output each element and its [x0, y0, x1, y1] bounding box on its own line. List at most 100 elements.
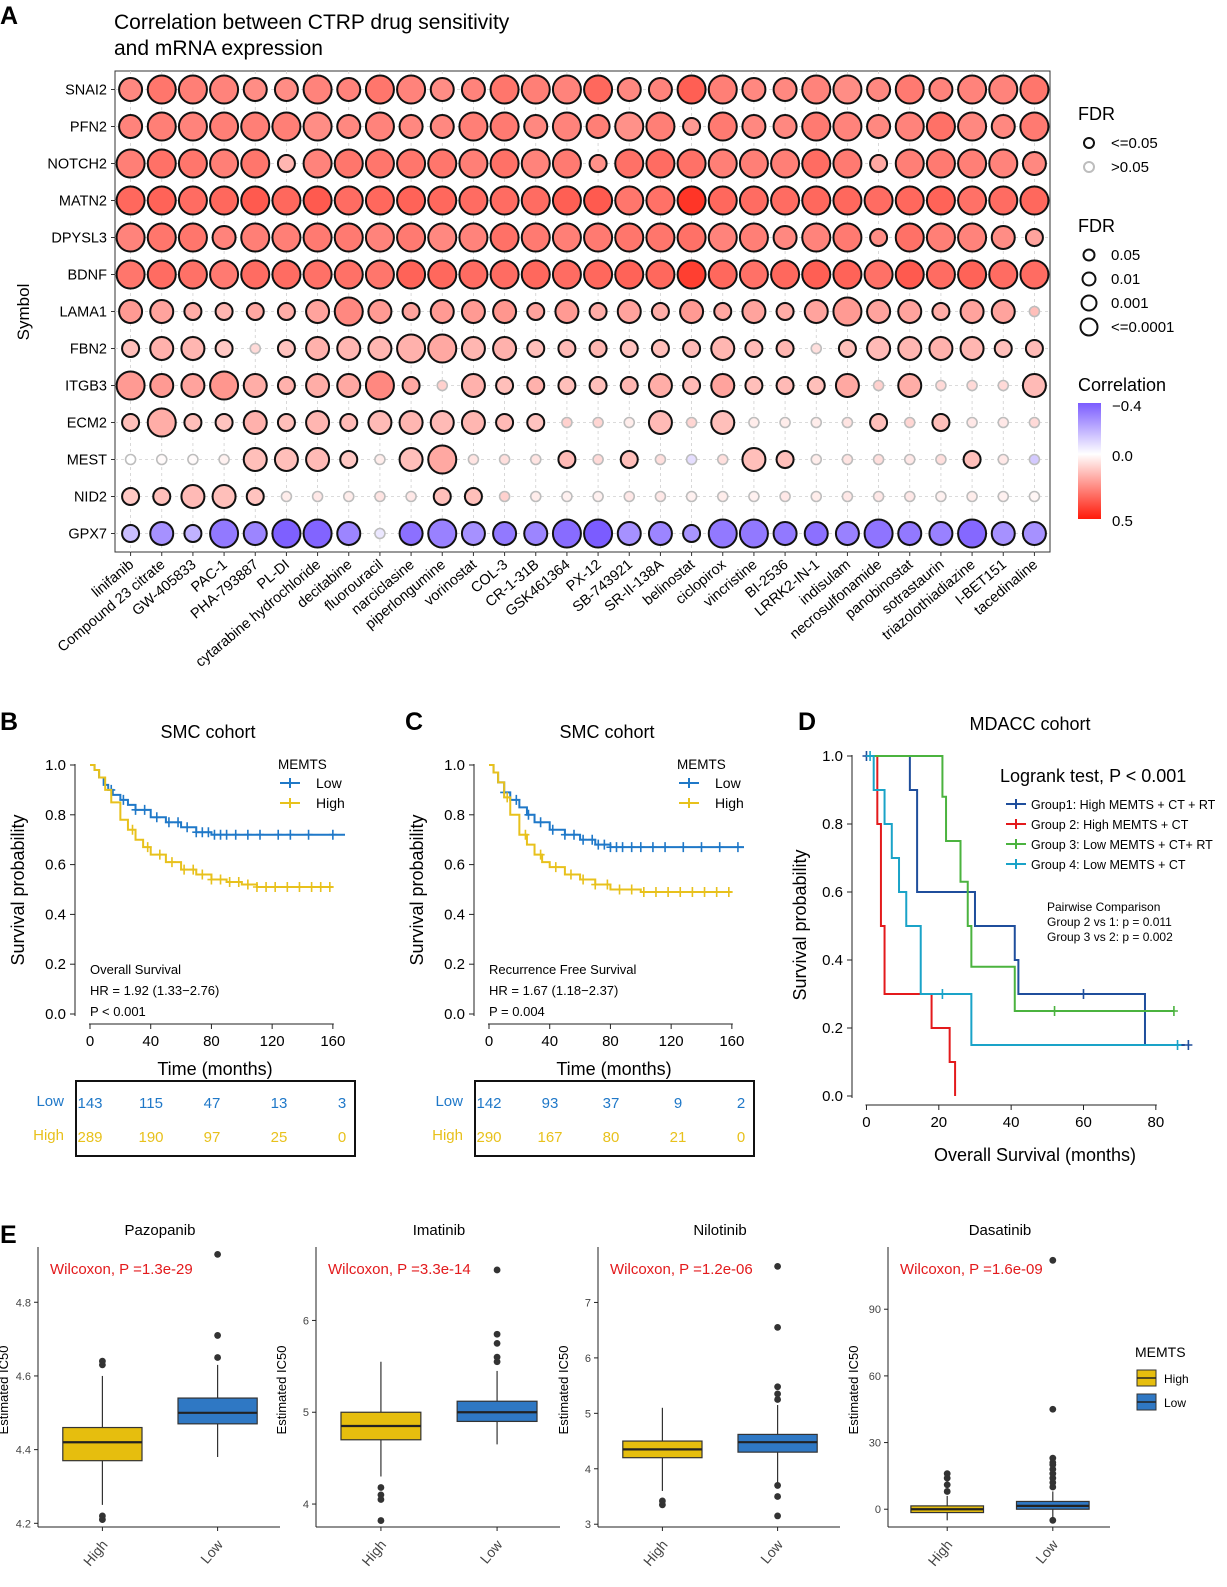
bubble-point [894, 74, 925, 105]
bubble-point [429, 77, 455, 102]
bubble-point [489, 259, 520, 290]
bubble-point [336, 336, 362, 361]
bubble-point [463, 487, 483, 506]
bubble-point [526, 302, 546, 321]
risk-cell-high: 0 [338, 1129, 346, 1146]
bubble-point [832, 111, 863, 142]
bubble-point [744, 376, 764, 395]
km-x-tick-label: 60 [1075, 1114, 1092, 1131]
bubble-point [271, 518, 302, 549]
bubble-point [710, 410, 736, 435]
km-censor-mark [715, 842, 724, 853]
legend-correlation-tick: 0.5 [1112, 513, 1133, 530]
bubble-point [710, 373, 736, 398]
km-x-tick-label: 80 [602, 1033, 619, 1050]
bubble-point [863, 185, 894, 216]
bubble-point [551, 74, 582, 105]
bubble-point [682, 339, 702, 358]
bubble-point [336, 373, 362, 398]
bubble-point [741, 299, 767, 324]
km-legend-swatch [1006, 799, 1026, 809]
bubble-point [619, 339, 639, 358]
bubble-point [832, 74, 863, 105]
bubble-point [118, 114, 144, 139]
bubble-point [146, 148, 177, 179]
gene-label: PFN2 [70, 120, 107, 136]
bubble-point [333, 148, 364, 179]
bubble-point [214, 302, 234, 321]
bubble-point [427, 222, 458, 253]
bubble-point [458, 222, 489, 253]
gene-label: NID2 [74, 490, 107, 506]
km-censor-mark [588, 834, 597, 845]
risk-cell-low: 13 [271, 1095, 288, 1112]
km-test-label: Logrank test, P < 0.001 [1000, 766, 1186, 786]
bubble-point [245, 487, 265, 506]
bubble-point [957, 111, 988, 142]
bubble-point [427, 333, 458, 364]
bubble-point [614, 185, 645, 216]
bubble-point [115, 185, 146, 216]
bubble-point [1019, 74, 1050, 105]
bubble-point [716, 453, 729, 466]
bubble-point [121, 487, 141, 506]
bubble-point [685, 490, 698, 503]
km-x-tick-label: 40 [541, 1033, 558, 1050]
km-censor-mark [938, 989, 947, 999]
legend-correlation-tick: 0.0 [1112, 448, 1133, 465]
bubble-point [551, 111, 582, 142]
km-censor-mark [579, 874, 588, 885]
bubble-point [741, 447, 767, 472]
bubble-point [779, 416, 791, 429]
bubble-point [115, 222, 146, 253]
bubble-point [492, 521, 518, 546]
bubble-point [957, 185, 988, 216]
km-censor-mark [1169, 1006, 1178, 1016]
bubble-point [863, 259, 894, 290]
box-y-tick-label: 5 [585, 1408, 591, 1420]
km-annotation: HR = 1.67 (1.18−2.37) [489, 983, 618, 998]
bubble-point [311, 490, 324, 503]
bubble-point [242, 521, 268, 546]
km-censor-mark [207, 874, 216, 885]
bubble-point [146, 74, 177, 105]
bubble-point [775, 450, 795, 469]
bubble-point [240, 111, 271, 142]
box-outlier [1049, 1454, 1057, 1462]
bubble-point [180, 373, 206, 398]
bubble-point [242, 77, 268, 102]
bubble-point [177, 185, 208, 216]
bubble-point [209, 259, 240, 290]
bubble-point [588, 376, 608, 395]
box-outlier [1049, 1256, 1057, 1264]
box-outlier [774, 1493, 781, 1500]
km-x-tick-label: 0 [86, 1033, 94, 1050]
bubble-point [990, 299, 1016, 324]
box-outlier [774, 1383, 781, 1391]
bubble-point [614, 259, 645, 290]
panel-label-a: A [0, 2, 18, 30]
bubble-point [557, 376, 577, 395]
bubble-point [520, 259, 551, 290]
box-outlier [659, 1497, 666, 1505]
bubble-point [398, 521, 424, 546]
bubble-point [682, 117, 702, 136]
km-ylabel: Survival probability [8, 814, 28, 965]
bubble-point [1021, 373, 1047, 398]
bubble-point [645, 111, 676, 142]
bubble-point [460, 373, 486, 398]
bubble-point [588, 302, 608, 321]
risk-cell-low: 142 [476, 1095, 501, 1112]
risk-cell-high: 290 [476, 1129, 501, 1146]
bubble-point [775, 339, 795, 358]
bubble-point [1024, 228, 1044, 247]
bubble-point [682, 376, 702, 395]
bubble-point [396, 185, 427, 216]
bubble-point [707, 111, 738, 142]
km-censor-mark [325, 882, 334, 893]
bubble-point [498, 453, 511, 466]
km-censor-mark [648, 842, 657, 853]
km-censor-mark [664, 886, 673, 897]
bubble-point [685, 453, 698, 466]
box-stat-label: Wilcoxon, P =1.6e-09 [900, 1261, 1043, 1278]
